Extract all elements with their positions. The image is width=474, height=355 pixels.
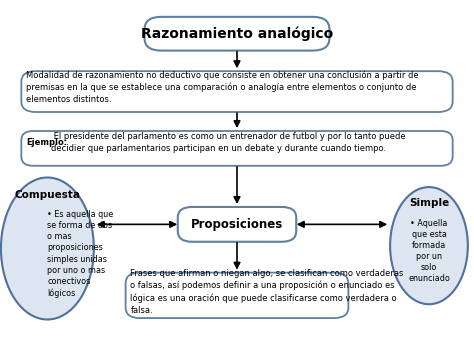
Text: Frases que afirman o niegan algo, se clasifican como verdaderas
o falsas, así po: Frases que afirman o niegan algo, se cla… [130,269,404,315]
Text: Proposiciones: Proposiciones [191,218,283,231]
Text: Razonamiento analógico: Razonamiento analógico [141,27,333,41]
FancyBboxPatch shape [145,17,329,50]
FancyBboxPatch shape [178,207,296,242]
Text: Modalidad de razonamiento no deductivo que consiste en obtener una conclusión a : Modalidad de razonamiento no deductivo q… [26,70,419,104]
Text: • Es aquella que
se forma de dos
o mas
proposiciones
simples unidas
por uno o ma: • Es aquella que se forma de dos o mas p… [47,210,114,297]
FancyBboxPatch shape [126,273,348,318]
Ellipse shape [1,178,94,320]
Text: • Aquella
que esta
formada
por un
solo
enunciado: • Aquella que esta formada por un solo e… [408,219,450,283]
FancyBboxPatch shape [21,71,453,112]
Text: Ejemplo:: Ejemplo: [26,138,67,147]
FancyBboxPatch shape [21,131,453,166]
Ellipse shape [390,187,468,304]
Text: Simple: Simple [409,198,449,208]
Text: El presidente del parlamento es como un entrenador de futbol y por lo tanto pued: El presidente del parlamento es como un … [51,132,406,153]
Text: Compuesta: Compuesta [14,190,81,200]
